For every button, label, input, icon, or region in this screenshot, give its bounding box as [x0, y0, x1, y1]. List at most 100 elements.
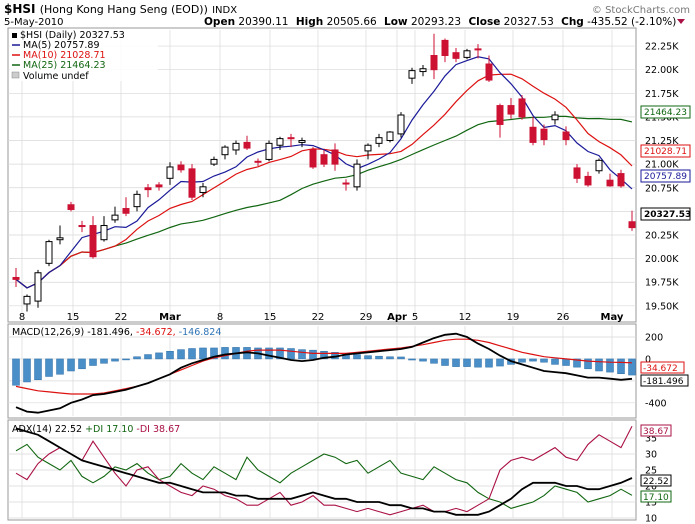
macd-hist-bar: [89, 358, 97, 366]
macd-hist-bar: [441, 358, 449, 366]
date-tick-label: Apr: [387, 312, 407, 323]
macd-hist-bar: [617, 358, 625, 374]
macd-tick-label: 0: [645, 354, 651, 365]
candle-body: [155, 184, 163, 188]
candle-body: [364, 144, 372, 152]
macd-hist-bar: [463, 358, 471, 367]
macd-hist-bar: [166, 350, 174, 360]
candle-body: [199, 186, 207, 193]
macd-hist-bar: [485, 358, 493, 368]
down-arrow-icon: [677, 19, 685, 24]
adx-tick-label: 10: [645, 514, 657, 524]
macd-line: [15, 332, 633, 414]
macd-hist-bar: [199, 347, 207, 360]
macd-hist-bar: [155, 352, 163, 360]
macd-histogram: [12, 347, 636, 386]
legend-ma5: MA(5) 20757.89: [23, 40, 100, 51]
macd-hist-bar: [78, 358, 86, 370]
value-tags: 21464.23 21028.71 20757.89 20327.53 -34.…: [640, 105, 691, 503]
macd-hist-bar: [584, 358, 592, 370]
candle-body: [12, 276, 20, 280]
candle-body: [617, 173, 625, 187]
candle-body: [89, 225, 97, 258]
candle-body: [573, 167, 581, 179]
macd-panel: [7, 323, 637, 419]
date-tick-label: 8: [217, 312, 223, 323]
candle-body: [276, 138, 284, 146]
macd-hist-bar: [562, 358, 570, 366]
candle-body: [144, 187, 152, 191]
candle-body: [309, 149, 317, 168]
date-axis: 8 15 22 Mar 8 15 22 29 Apr 5 12 19 26 May: [19, 312, 624, 323]
legend-price: $HSI (Daily) 20327.53: [20, 30, 125, 41]
tag-close: 20327.53: [644, 210, 691, 220]
date-tick-label: 22: [115, 312, 128, 323]
macd-tick-label: -400: [645, 398, 667, 409]
price-tick-label: 22.25K: [645, 42, 679, 53]
price-tick-label: 19.75K: [645, 278, 679, 289]
candle-body: [353, 163, 361, 188]
candle-body: [56, 237, 64, 241]
candle-body: [375, 137, 383, 144]
candle-body: [463, 50, 471, 58]
date-tick-label: 15: [264, 312, 277, 323]
price-legend: $HSI (Daily) 20327.53 MA(5) 20757.89 MA(…: [11, 30, 125, 82]
macd-hist-bar: [67, 358, 75, 372]
candle-body: [100, 225, 108, 241]
candle-body: [408, 70, 416, 79]
adx-tick-label: 15: [645, 498, 657, 509]
tag-adx: 22.52: [643, 477, 669, 487]
macd-hist-bar: [419, 358, 427, 362]
candle-body: [507, 105, 515, 115]
candle-body: [254, 160, 262, 163]
macd-hist-bar: [188, 348, 196, 360]
watermark: © StockCharts.com: [592, 5, 690, 16]
quote-date: 5-May-2010: [4, 17, 64, 28]
macd-hist-bar: [364, 355, 372, 360]
candle-body: [551, 114, 559, 121]
macd-hist-bar: [408, 358, 416, 361]
macd-hist-bar: [298, 349, 306, 360]
candle-body: [386, 131, 394, 142]
candle-body: [430, 55, 438, 71]
macd-hist-bar: [386, 356, 394, 360]
price-tick-label: 20.25K: [645, 230, 679, 241]
macd-hist-bar: [573, 358, 581, 368]
candle-body: [23, 295, 31, 305]
macd-hist-bar: [320, 350, 328, 360]
macd-hist-bar: [397, 356, 405, 360]
macd-hist-bar: [111, 358, 119, 362]
price-tick-label: 21.25K: [645, 136, 679, 147]
candle-body: [122, 208, 130, 214]
candle-body: [133, 193, 141, 208]
macd-hist-bar: [265, 347, 273, 360]
candle-body: [331, 149, 339, 165]
adx-tick-label: 25: [645, 466, 657, 477]
macd-hist-bar: [474, 358, 482, 368]
tag-ma25: 21464.23: [644, 108, 687, 118]
price-tick-label: 21.75K: [645, 89, 679, 100]
date-tick-label: Mar: [159, 312, 181, 323]
candle-body: [111, 214, 119, 221]
macd-hist-bar: [430, 358, 438, 364]
macd-hist-bar: [144, 354, 152, 360]
candle-body: [595, 159, 603, 172]
candle-body: [474, 48, 482, 51]
date-tick-label: 26: [557, 312, 570, 323]
minus-di-line: [15, 426, 633, 516]
tag-macd-signal: -34.672: [643, 364, 678, 374]
macd-tick-label: 200: [645, 332, 663, 343]
macd-legend: MACD(12,26,9) -181.496, -34.672, -146.82…: [12, 327, 221, 338]
adx-tick-label: 30: [645, 450, 657, 461]
macd-hist-bar: [287, 348, 295, 360]
price-tick-label: 22.00K: [645, 65, 679, 76]
price-tick-label: 20.75K: [645, 183, 679, 194]
date-tick-label: 15: [67, 312, 80, 323]
macd-hist-bar: [309, 349, 317, 360]
ma25-line: [15, 115, 633, 289]
price-tick-label: 19.50K: [645, 301, 679, 312]
candle-body: [78, 225, 86, 228]
candle-body: [177, 164, 185, 171]
macd-hist-bar: [606, 358, 614, 373]
candle-body: [210, 158, 218, 165]
